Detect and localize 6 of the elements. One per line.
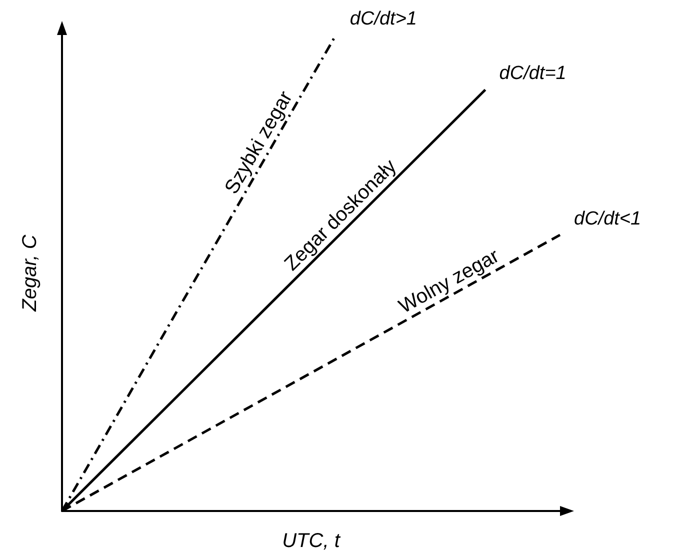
text: Wolny zegar	[395, 244, 504, 318]
text: dC/dt>1	[350, 8, 417, 30]
annotation: dC/dt=1	[499, 63, 566, 84]
y-axis-title: Zegar, C	[19, 234, 41, 312]
text: dC/dt<1	[574, 208, 642, 230]
x-axis-title: UTC, t	[282, 530, 342, 552]
